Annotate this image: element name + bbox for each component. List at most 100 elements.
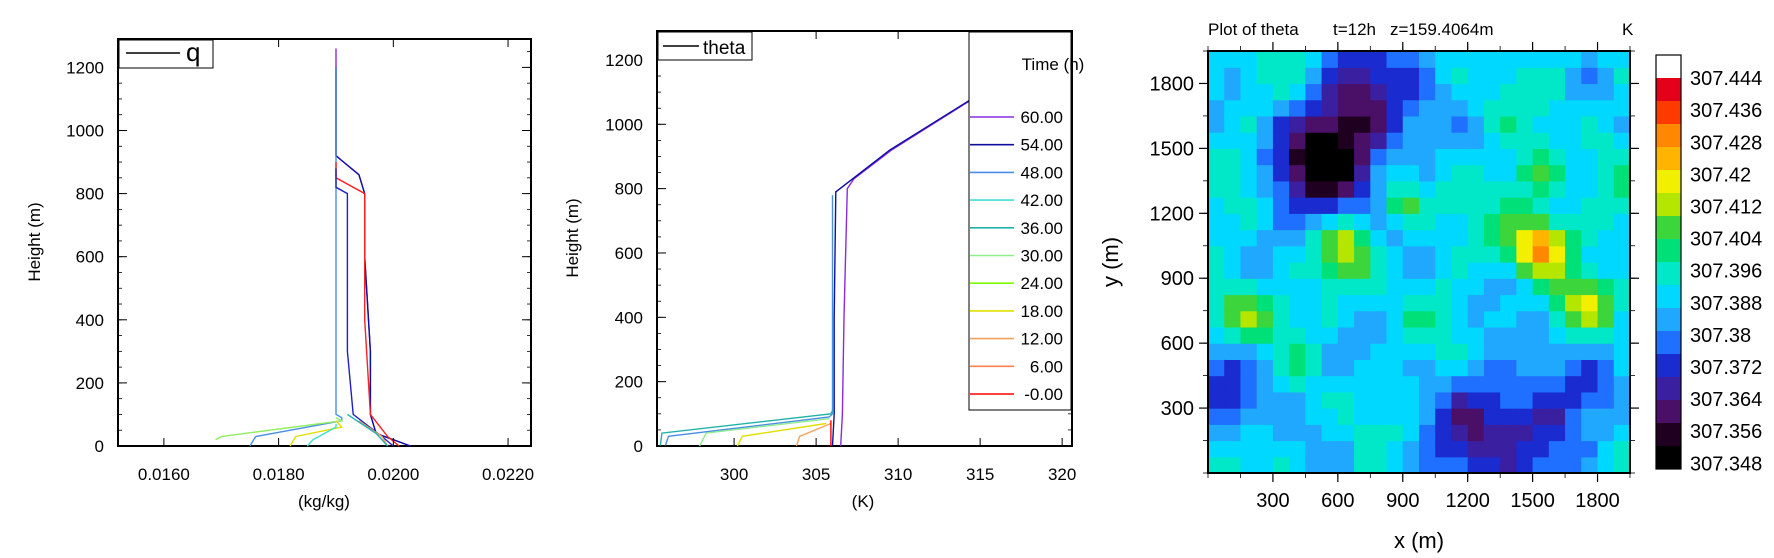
heatmap-cell bbox=[1532, 229, 1550, 247]
heatmap-cell bbox=[1272, 115, 1290, 133]
heatmap-cell bbox=[1402, 148, 1420, 166]
heatmap-cell bbox=[1240, 408, 1258, 425]
heatmap-cell bbox=[1370, 51, 1388, 68]
heatmap-cell bbox=[1256, 359, 1274, 377]
heatmap-cell bbox=[1451, 83, 1469, 101]
heatmap-cell bbox=[1289, 67, 1306, 85]
heatmap-cell bbox=[1289, 424, 1306, 442]
y-tick-label-0-3: 600 bbox=[76, 248, 104, 267]
heatmap-cell bbox=[1402, 115, 1420, 133]
heatmap-cell bbox=[1500, 245, 1517, 263]
heatmap-cell bbox=[1565, 408, 1582, 425]
heatmap-cell bbox=[1565, 343, 1582, 360]
heatmap-y-tick-label-2: 900 bbox=[1161, 268, 1194, 290]
time-legend-title: Time (h) bbox=[1022, 55, 1085, 74]
colorbar-swatch-16 bbox=[1656, 423, 1681, 447]
heatmap-cell bbox=[1321, 359, 1339, 377]
heatmap-cell bbox=[1240, 83, 1258, 101]
heatmap-cell bbox=[1386, 424, 1404, 442]
heatmap-cell bbox=[1289, 83, 1306, 101]
heatmap-cell bbox=[1370, 424, 1388, 442]
heatmap-cell bbox=[1581, 343, 1599, 360]
heatmap-x-tick-label-1: 600 bbox=[1321, 490, 1354, 512]
heatmap-cell bbox=[1451, 278, 1469, 296]
heatmap-cell bbox=[1240, 359, 1258, 377]
heatmap-cell bbox=[1402, 180, 1420, 198]
heatmap-cell bbox=[1483, 229, 1501, 247]
heatmap-cell bbox=[1321, 456, 1339, 474]
heatmap-cell bbox=[1289, 278, 1306, 296]
heatmap-cell bbox=[1337, 408, 1355, 425]
heatmap-cell bbox=[1337, 99, 1355, 117]
heatmap-cell bbox=[1370, 456, 1388, 474]
heatmap-cell bbox=[1483, 343, 1501, 360]
heatmap-cell bbox=[1500, 391, 1517, 409]
heatmap-cell bbox=[1337, 213, 1355, 231]
heatmap-cell bbox=[1224, 51, 1242, 68]
heatmap-cell bbox=[1289, 456, 1306, 474]
heatmap-cell bbox=[1451, 262, 1469, 279]
heatmap-cell bbox=[1597, 440, 1615, 458]
heatmap-cell bbox=[1597, 83, 1615, 101]
heatmap-cell bbox=[1386, 180, 1404, 198]
heatmap-cell bbox=[1467, 197, 1485, 214]
series-line-0-6 bbox=[289, 420, 344, 447]
heatmap-cell bbox=[1208, 83, 1225, 101]
heatmap-cell bbox=[1435, 294, 1453, 312]
heatmap-cell bbox=[1548, 343, 1566, 360]
heatmap-cell bbox=[1548, 278, 1566, 296]
heatmap-cell bbox=[1370, 343, 1388, 360]
heatmap-cell bbox=[1402, 197, 1420, 214]
heatmap-cell bbox=[1451, 391, 1469, 409]
heatmap-cell bbox=[1435, 310, 1453, 328]
heatmap-cell bbox=[1354, 213, 1371, 231]
heatmap-cell bbox=[1467, 375, 1485, 393]
heatmap-cell bbox=[1240, 67, 1258, 85]
y-tick-label-1-1: 200 bbox=[615, 373, 643, 392]
heatmap-cell bbox=[1500, 408, 1517, 425]
heatmap-cell bbox=[1581, 408, 1599, 425]
heatmap-cell bbox=[1500, 343, 1517, 360]
heatmap-cell bbox=[1532, 456, 1550, 474]
x-tick-label-1-4: 320 bbox=[1048, 465, 1076, 484]
heatmap-cell bbox=[1419, 51, 1436, 68]
series-line-0-7 bbox=[306, 423, 337, 447]
heatmap-cell bbox=[1500, 294, 1517, 312]
heatmap-cell bbox=[1289, 294, 1306, 312]
time-legend-label-2: 48.00 bbox=[1020, 163, 1063, 182]
heatmap-cell bbox=[1451, 326, 1469, 344]
heatmap-cell bbox=[1597, 391, 1615, 409]
heatmap-cell bbox=[1370, 391, 1388, 409]
colorbar-swatch-0 bbox=[1656, 55, 1681, 79]
series-line-1-5 bbox=[736, 422, 827, 447]
heatmap-cell bbox=[1370, 67, 1388, 85]
heatmap-cell bbox=[1402, 424, 1420, 442]
heatmap-cell bbox=[1613, 375, 1631, 393]
heatmap-cell bbox=[1370, 359, 1388, 377]
heatmap-cell bbox=[1256, 424, 1274, 442]
heatmap-cell bbox=[1581, 391, 1599, 409]
q-legend-box bbox=[118, 39, 214, 69]
heatmap-cell bbox=[1613, 310, 1631, 328]
y-tick-label-1-0: 0 bbox=[634, 437, 643, 456]
heatmap-cell bbox=[1386, 197, 1404, 214]
time-legend-label-3: 42.00 bbox=[1020, 191, 1063, 210]
heatmap-cell bbox=[1613, 424, 1631, 442]
theta-y-axis-label: Height (m) bbox=[563, 198, 582, 277]
heatmap-cell bbox=[1451, 245, 1469, 263]
heatmap-cell bbox=[1224, 343, 1242, 360]
heatmap-cell bbox=[1581, 164, 1599, 182]
heatmap-cell bbox=[1435, 83, 1453, 101]
heatmap-cell bbox=[1435, 326, 1453, 344]
heatmap-cell bbox=[1256, 180, 1274, 198]
heatmap-cell bbox=[1402, 408, 1420, 425]
heatmap-cell bbox=[1581, 51, 1599, 68]
heatmap-cell bbox=[1240, 278, 1258, 296]
heatmap-cell bbox=[1548, 51, 1566, 68]
heatmap-cell bbox=[1565, 213, 1582, 231]
theta-series-group bbox=[659, 36, 1071, 447]
heatmap-cell bbox=[1467, 440, 1485, 458]
heatmap-cell bbox=[1370, 294, 1388, 312]
heatmap-cell bbox=[1419, 180, 1436, 198]
heatmap-cell bbox=[1305, 164, 1323, 182]
